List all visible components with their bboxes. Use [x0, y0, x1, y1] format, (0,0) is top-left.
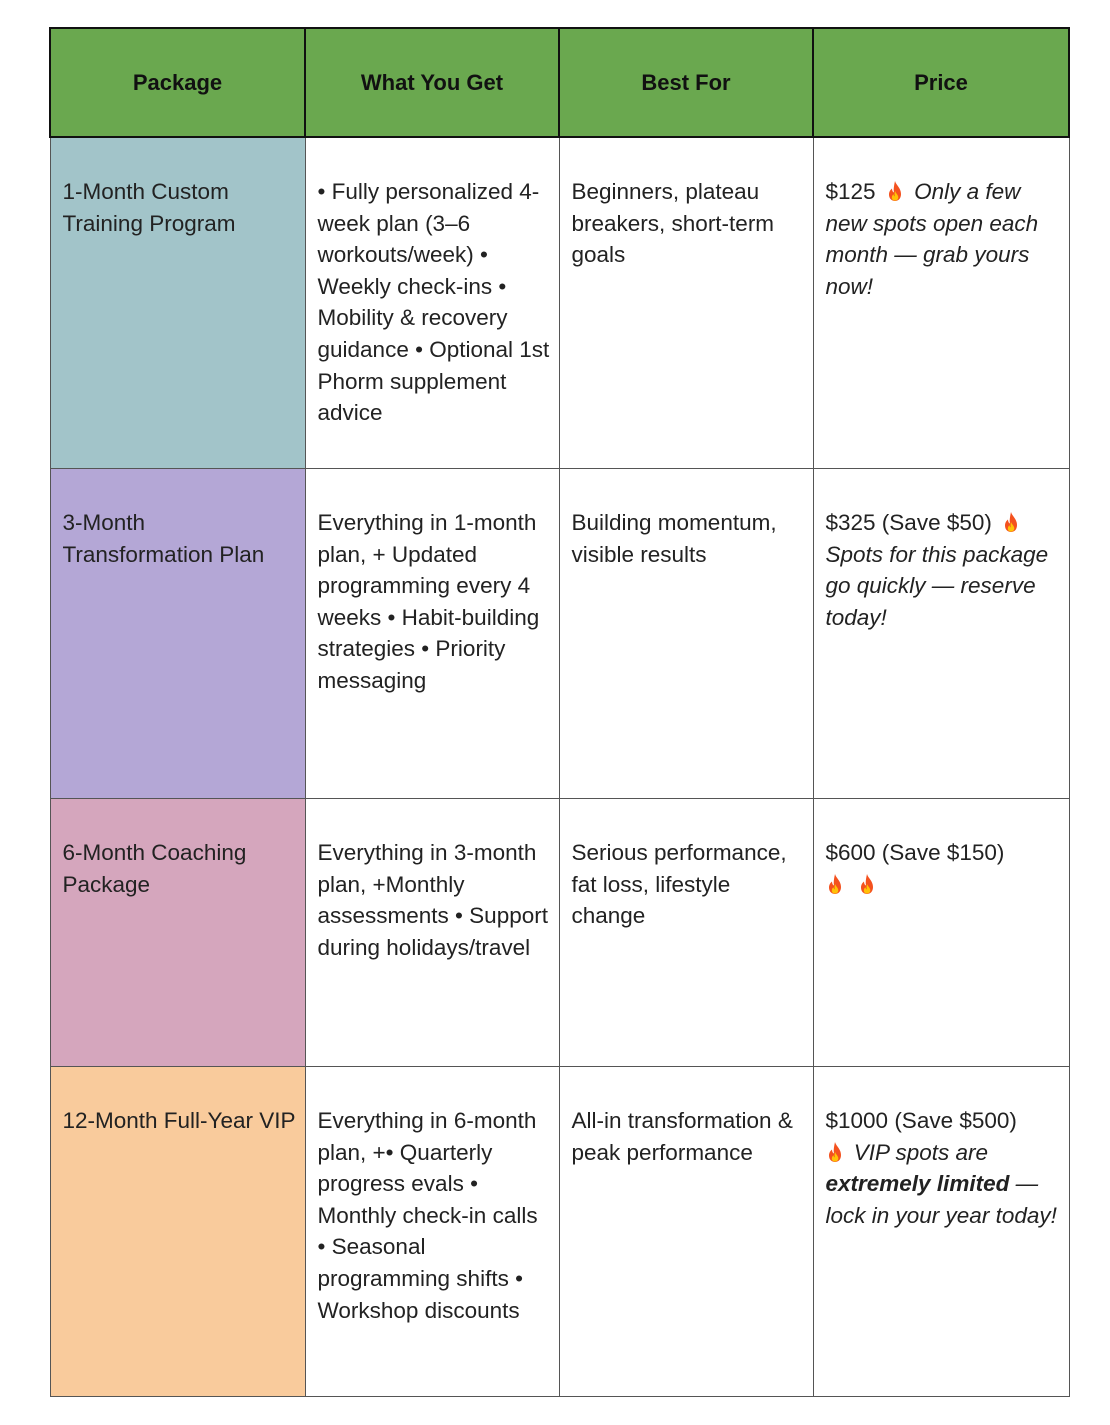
price-note-end: — lock in your year today!: [825, 1171, 1057, 1228]
header-price: Price: [812, 27, 1070, 138]
table-row: 1-Month Custom Training Program • Fully …: [49, 136, 1070, 469]
best-for: All-in transformation & peak performance: [558, 1066, 814, 1397]
what-you-get: Everything in 3-month plan, +Monthly ass…: [304, 798, 560, 1067]
header-best-for: Best For: [558, 27, 814, 138]
package-name: 12-Month Full-Year VIP: [49, 1066, 306, 1397]
table-row: 3-Month Transformation Plan Everything i…: [49, 468, 1070, 799]
header-package: Package: [49, 27, 306, 138]
table-row: 12-Month Full-Year VIP Everything in 6-m…: [49, 1066, 1070, 1397]
flame-icon: [826, 873, 844, 895]
price-cell: $125 Only a few new spots open each mont…: [812, 136, 1070, 469]
header-row: Package What You Get Best For Price: [49, 27, 1070, 138]
price-cell: $600 (Save $150): [812, 798, 1070, 1067]
price-note-start: VIP spots are: [853, 1139, 988, 1165]
package-name: 3-Month Transformation Plan: [49, 468, 306, 799]
header-what-you-get: What You Get: [304, 27, 560, 138]
price-amount: $1000 (Save $500): [825, 1108, 1017, 1133]
flame-icon: [1002, 511, 1020, 533]
package-name: 1-Month Custom Training Program: [49, 136, 306, 469]
best-for: Serious performance, fat loss, lifestyle…: [558, 798, 814, 1067]
price-amount: $325 (Save $50): [825, 510, 992, 535]
what-you-get: Everything in 6-month plan, +• Quarterly…: [304, 1066, 560, 1397]
best-for: Beginners, plateau breakers, short-term …: [558, 136, 814, 469]
price-note: Only a few new spots open each month — g…: [825, 179, 1039, 299]
package-name: 6-Month Coaching Package: [49, 798, 306, 1067]
price-cell: $325 (Save $50) Spots for this package g…: [812, 468, 1070, 799]
flame-icon: [858, 873, 876, 895]
flame-icon: [886, 180, 904, 202]
flame-icon: [826, 1141, 844, 1163]
table-row: 6-Month Coaching Package Everything in 3…: [49, 798, 1070, 1067]
price-note-bold: extremely limited: [825, 1171, 1010, 1197]
price-amount: $125: [825, 179, 876, 204]
price-cell: $1000 (Save $500) VIP spots are extremel…: [812, 1066, 1070, 1397]
best-for: Building momentum, visible results: [558, 468, 814, 799]
what-you-get: • Fully personalized 4-week plan (3–6 wo…: [304, 136, 560, 469]
price-note: Spots for this package go quickly — rese…: [825, 541, 1049, 630]
price-amount: $600 (Save $150): [825, 840, 1005, 865]
what-you-get: Everything in 1-month plan, + Updated pr…: [304, 468, 560, 799]
pricing-table: Package What You Get Best For Price 1-Mo…: [49, 27, 1070, 1397]
